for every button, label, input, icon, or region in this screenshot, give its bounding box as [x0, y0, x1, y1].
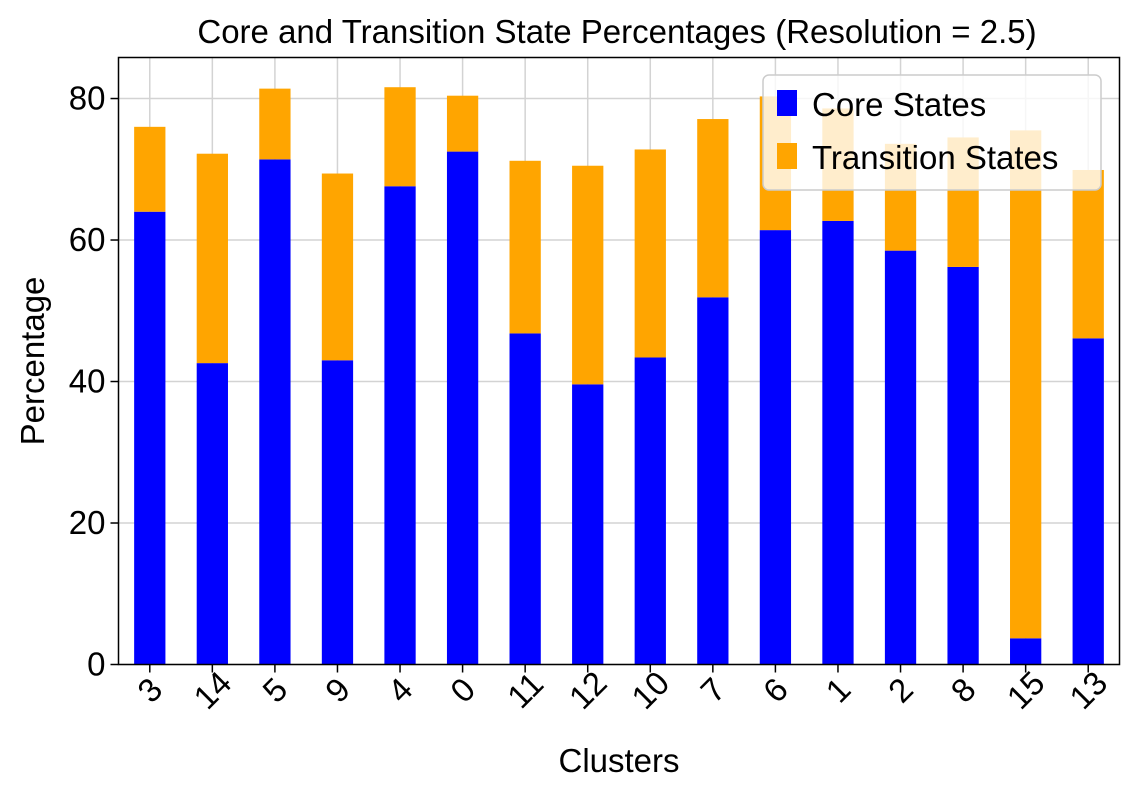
- transition-states-bar: [384, 87, 416, 187]
- core-states-bar: [384, 186, 416, 665]
- transition-states-bar: [509, 160, 541, 334]
- x-tick-label: 13: [1062, 664, 1114, 716]
- y-axis-label: Percentage: [14, 277, 51, 446]
- x-axis-label: Clusters: [558, 742, 679, 779]
- legend-box: [762, 74, 1102, 191]
- y-tick-label: 0: [87, 646, 105, 683]
- transition-states-bar: [446, 95, 479, 152]
- chart-title: Core and Transition State Percentages (R…: [197, 13, 1036, 50]
- core-states-bar: [509, 333, 541, 665]
- transition-states-bar: [1010, 130, 1042, 639]
- x-tick-label: 2: [881, 670, 920, 709]
- legend: Core States Transition States: [762, 74, 1102, 191]
- transition-states-bar: [572, 165, 604, 385]
- transition-states-bar: [134, 126, 166, 212]
- y-tick-label: 60: [69, 221, 106, 258]
- core-states-bar: [1010, 638, 1042, 665]
- core-states-bar: [321, 360, 354, 665]
- transition-states-bar: [1072, 169, 1104, 339]
- legend-swatch-transition: [777, 143, 797, 169]
- y-tick-label: 20: [69, 504, 106, 541]
- x-tick-label: 8: [944, 670, 983, 709]
- transition-states-bar: [634, 149, 666, 358]
- y-tick-label: 40: [69, 363, 106, 400]
- x-tick-label: 14: [186, 664, 238, 716]
- x-tick-label: 5: [255, 670, 294, 709]
- core-states-bar: [822, 220, 854, 665]
- transition-states-bar: [321, 173, 354, 361]
- x-tick-label: 1: [818, 670, 857, 709]
- x-tick-label: 4: [380, 670, 419, 709]
- x-tick-label: 6: [756, 670, 795, 709]
- x-tick-label: 7: [693, 670, 732, 709]
- plot-frame: [117, 56, 1121, 666]
- core-states-bar: [1072, 338, 1104, 665]
- x-tick-label: 9: [318, 670, 357, 709]
- x-tick-label: 10: [624, 664, 676, 716]
- transition-states-bar: [259, 88, 291, 160]
- x-tick-label: 0: [443, 670, 482, 709]
- core-states-bar: [572, 384, 604, 665]
- core-states-bar: [697, 297, 729, 665]
- x-tick-label: 3: [130, 670, 169, 709]
- x-tick-label: 11: [500, 665, 550, 715]
- legend-label-core: Core States: [812, 86, 986, 123]
- core-states-bar: [259, 159, 291, 665]
- transition-states-bar: [196, 153, 228, 364]
- core-states-bar: [634, 357, 666, 665]
- core-states-bar: [196, 363, 228, 665]
- core-states-bar: [134, 211, 166, 665]
- y-tick-label: 80: [69, 80, 106, 117]
- legend-label-transition: Transition States: [812, 139, 1058, 176]
- legend-swatch-core: [777, 90, 797, 116]
- core-states-bar: [947, 266, 979, 665]
- core-states-bar: [759, 230, 792, 665]
- core-states-bar: [446, 151, 479, 665]
- x-tick-label: 12: [562, 664, 614, 716]
- transition-states-bar: [697, 119, 729, 298]
- core-states-bar: [884, 250, 917, 665]
- x-tick-label: 15: [1000, 664, 1052, 716]
